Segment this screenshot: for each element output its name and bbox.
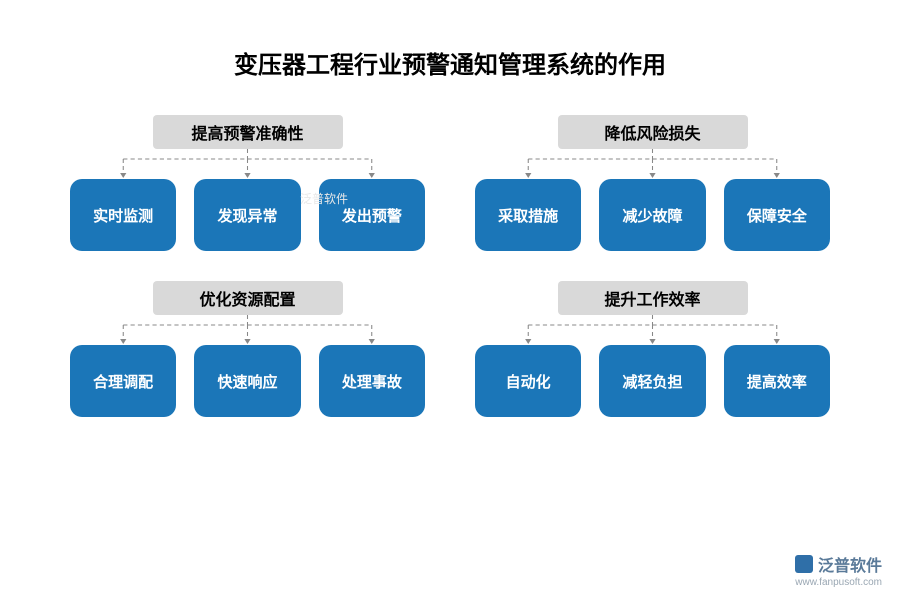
footer: 泛普软件 www.fanpusoft.com xyxy=(795,552,882,588)
child-box: 实时监测 xyxy=(70,179,176,251)
group-0: 提高预警准确性 实时监测 发现异常 发出预警 xyxy=(70,115,425,251)
logo-icon xyxy=(795,555,813,573)
child-box: 发现异常 xyxy=(194,179,300,251)
page-title: 变压器工程行业预警通知管理系统的作用 xyxy=(0,0,900,80)
child-box: 提高效率 xyxy=(724,345,830,417)
group-3: 提升工作效率 自动化 减轻负担 提高效率 xyxy=(475,281,830,417)
group-2: 优化资源配置 合理调配 快速响应 处理事故 xyxy=(70,281,425,417)
child-box: 自动化 xyxy=(475,345,581,417)
footer-brand: 泛普软件 xyxy=(795,552,882,576)
children-row: 合理调配 快速响应 处理事故 xyxy=(70,345,425,417)
children-row: 自动化 减轻负担 提高效率 xyxy=(475,345,830,417)
diagram-grid: 提高预警准确性 实时监测 发现异常 发出预警 降低风险损失 采取措施 减少故障 … xyxy=(0,80,900,417)
group-header: 优化资源配置 xyxy=(153,281,343,315)
child-box: 快速响应 xyxy=(194,345,300,417)
children-row: 采取措施 减少故障 保障安全 xyxy=(475,179,830,251)
child-box: 减轻负担 xyxy=(599,345,705,417)
connector xyxy=(70,149,425,179)
footer-brand-text: 泛普软件 xyxy=(818,552,882,576)
child-box: 处理事故 xyxy=(319,345,425,417)
children-row: 实时监测 发现异常 发出预警 xyxy=(70,179,425,251)
group-header: 提高预警准确性 xyxy=(153,115,343,149)
group-1: 降低风险损失 采取措施 减少故障 保障安全 xyxy=(475,115,830,251)
child-box: 合理调配 xyxy=(70,345,176,417)
child-box: 减少故障 xyxy=(599,179,705,251)
connector xyxy=(475,149,830,179)
group-header: 降低风险损失 xyxy=(558,115,748,149)
connector xyxy=(475,315,830,345)
child-box: 保障安全 xyxy=(724,179,830,251)
connector xyxy=(70,315,425,345)
child-box: 采取措施 xyxy=(475,179,581,251)
group-header: 提升工作效率 xyxy=(558,281,748,315)
child-box: 发出预警 xyxy=(319,179,425,251)
footer-url: www.fanpusoft.com xyxy=(795,577,882,588)
